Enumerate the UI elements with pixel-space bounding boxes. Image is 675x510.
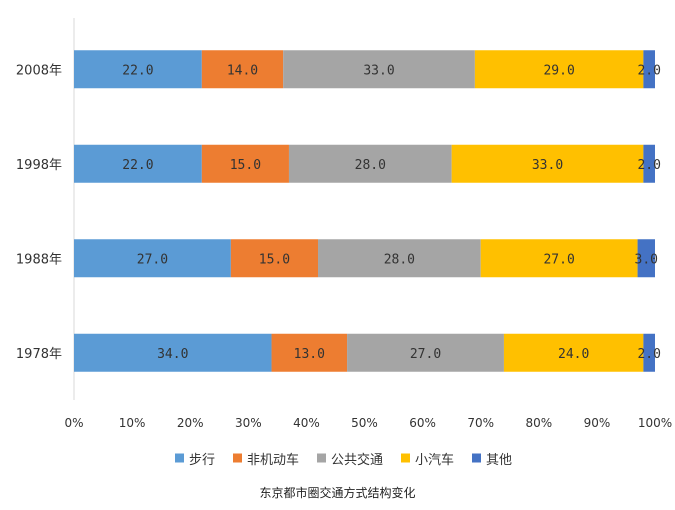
legend-label: 步行 bbox=[189, 453, 215, 468]
x-tick-label: 50% bbox=[351, 416, 378, 430]
data-label: 33.0 bbox=[363, 63, 394, 78]
data-label: 29.0 bbox=[543, 63, 574, 78]
bar-segment bbox=[288, 144, 452, 183]
bar-segment bbox=[451, 144, 644, 183]
x-tick-label: 90% bbox=[584, 416, 611, 430]
bar-segment bbox=[503, 333, 644, 372]
x-tick-label: 0% bbox=[64, 416, 83, 430]
data-label: 27.0 bbox=[410, 347, 441, 362]
legend-swatch bbox=[401, 453, 410, 463]
data-label: 22.0 bbox=[122, 63, 153, 78]
data-label: 33.0 bbox=[532, 158, 563, 173]
data-label: 2.0 bbox=[637, 63, 660, 78]
y-tick-label: 1978年 bbox=[16, 347, 62, 362]
stacked-bar-chart: 2008年 22.0 14.0 33.0 29.0 2.0 1998年 22.0 15.0 28.… bbox=[16, 18, 672, 468]
y-tick-label: 1988年 bbox=[16, 252, 62, 267]
y-tick-label: 1998年 bbox=[16, 158, 62, 173]
bar-segment bbox=[74, 50, 202, 89]
data-label: 13.0 bbox=[294, 347, 325, 362]
y-tick-label: 2008年 bbox=[16, 63, 62, 78]
data-label: 34.0 bbox=[157, 347, 188, 362]
bar-segment bbox=[74, 239, 231, 278]
data-label: 22.0 bbox=[122, 158, 153, 173]
bar-segment bbox=[271, 333, 348, 372]
data-label: 27.0 bbox=[543, 252, 574, 267]
bar-segment bbox=[347, 333, 504, 372]
bar-segment bbox=[74, 144, 202, 183]
data-label: 3.0 bbox=[635, 252, 658, 267]
bar-segment bbox=[637, 239, 655, 278]
x-tick-label: 20% bbox=[177, 416, 204, 430]
data-label: 28.0 bbox=[384, 252, 415, 267]
x-tick-label: 60% bbox=[409, 416, 436, 430]
data-label: 24.0 bbox=[558, 347, 589, 362]
bar-segment bbox=[74, 333, 272, 372]
legend-label: 非机动车 bbox=[247, 452, 299, 468]
legend-swatch bbox=[175, 453, 184, 463]
bar-segment bbox=[643, 144, 655, 183]
bar-segment bbox=[283, 50, 475, 89]
data-label: 2.0 bbox=[637, 347, 660, 362]
data-label: 15.0 bbox=[259, 252, 290, 267]
x-tick-label: 70% bbox=[467, 416, 494, 430]
legend-swatch bbox=[233, 453, 242, 463]
data-label: 14.0 bbox=[227, 63, 258, 78]
data-label: 27.0 bbox=[137, 252, 168, 267]
bar-segment bbox=[643, 50, 655, 89]
legend-label: 其他 bbox=[486, 453, 512, 468]
x-tick-label: 30% bbox=[235, 416, 262, 430]
legend-swatch bbox=[472, 453, 481, 463]
data-label: 2.0 bbox=[637, 158, 660, 173]
x-tick-label: 100% bbox=[638, 416, 672, 430]
bar-segment bbox=[201, 50, 284, 89]
x-tick-label: 40% bbox=[293, 416, 320, 430]
legend-label: 公共交通 bbox=[331, 452, 383, 468]
bar-segment bbox=[643, 333, 655, 372]
x-tick-label: 10% bbox=[119, 416, 146, 430]
legend-label: 小汽车 bbox=[415, 452, 454, 468]
legend-swatch bbox=[317, 453, 326, 463]
data-label: 28.0 bbox=[355, 158, 386, 173]
bar-segment bbox=[230, 239, 319, 278]
bar-segment bbox=[480, 239, 638, 278]
data-label: 15.0 bbox=[230, 158, 261, 173]
bar-segment bbox=[474, 50, 644, 89]
chart-caption: 东京都市圈交通方式结构变化 bbox=[259, 486, 416, 500]
bar-segment bbox=[318, 239, 481, 278]
bar-segment bbox=[201, 144, 289, 183]
x-tick-label: 80% bbox=[525, 416, 552, 430]
